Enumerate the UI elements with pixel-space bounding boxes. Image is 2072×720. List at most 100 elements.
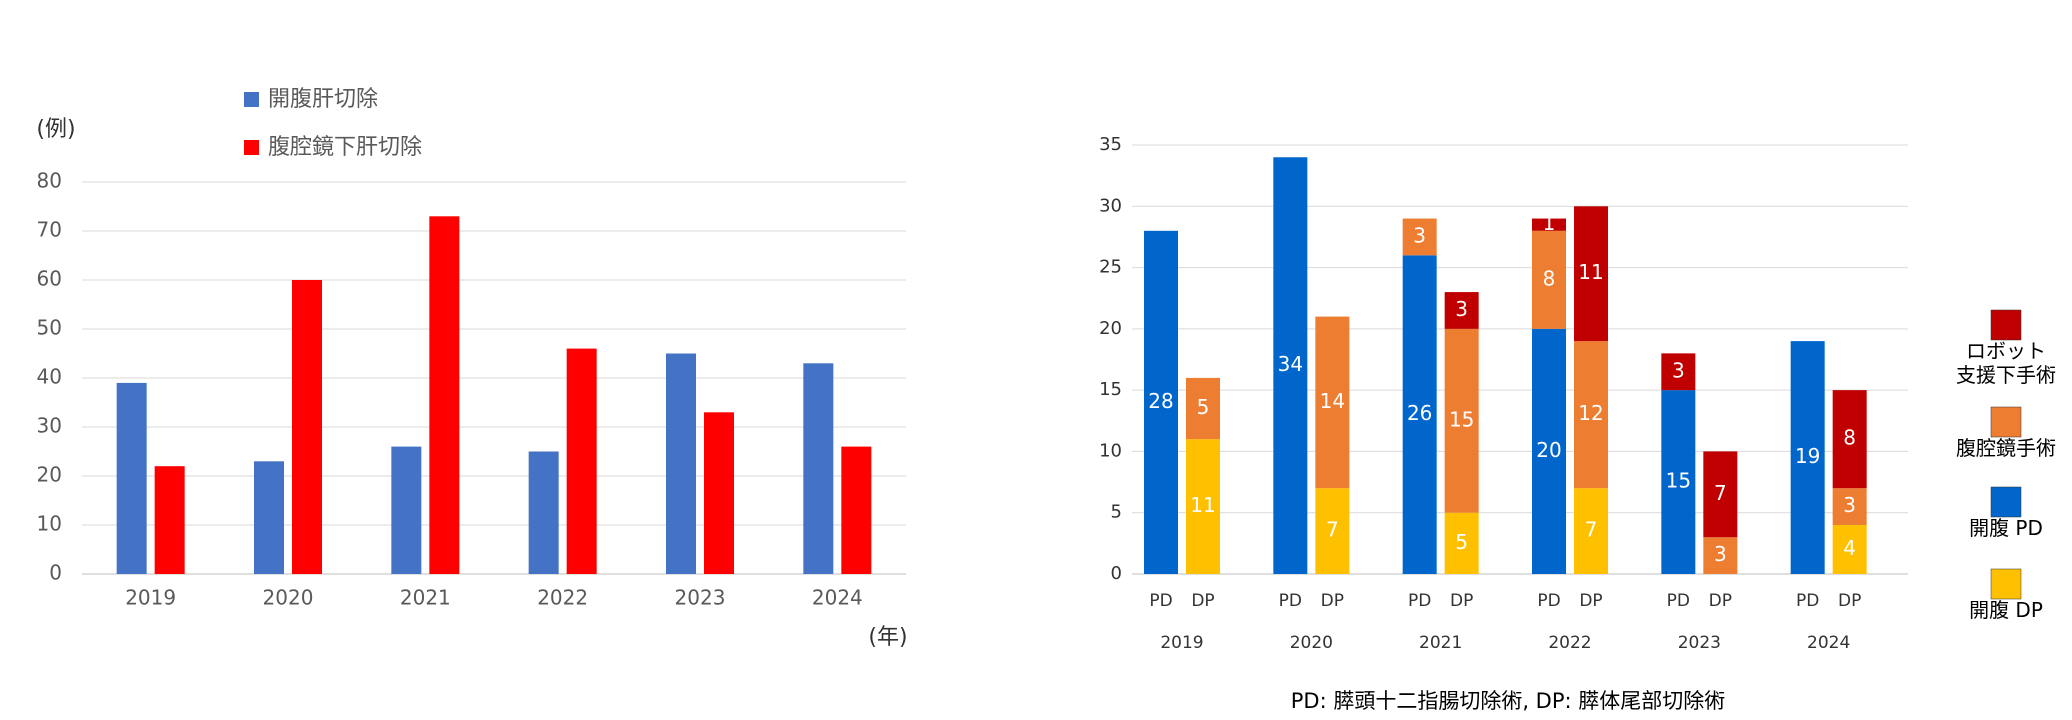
y-tick-label: 80 <box>37 169 62 193</box>
group-tick-label: 2020 <box>1290 633 1333 653</box>
bar-laparoscopic-2023 <box>704 412 734 574</box>
y-tick-label: 5 <box>1111 502 1122 523</box>
data-label: 3 <box>1455 297 1468 321</box>
bar-laparoscopic-2022 <box>566 348 597 574</box>
stack-segment-2021-PD <box>1402 255 1437 575</box>
sub-tick-label: DP <box>1450 591 1473 611</box>
data-label: 11 <box>1190 493 1215 517</box>
y-tick-label: 0 <box>49 561 62 585</box>
data-label: 19 <box>1795 444 1820 468</box>
legend-label: 開腹 PD <box>1969 516 2043 540</box>
stack-segment-2022-PD <box>1532 328 1566 574</box>
stack-segment-2024-DP <box>1832 390 1867 489</box>
sub-tick-label: PD <box>1408 591 1431 611</box>
bar-open-2021 <box>391 446 422 574</box>
bar-laparoscopic-2021 <box>429 216 460 575</box>
stack-segment-2020-DP <box>1315 488 1350 574</box>
stack-segment-2023-PD <box>1661 390 1696 574</box>
stack-segment-2021-DP <box>1444 292 1479 329</box>
group-tick-label: 2022 <box>1548 633 1591 653</box>
bar-open-2023 <box>666 353 696 574</box>
stack-segment-2022-DP <box>1574 488 1608 574</box>
data-label: 4 <box>1843 536 1856 560</box>
sub-tick-label: PD <box>1667 591 1690 611</box>
bar-laparoscopic-2024 <box>841 446 872 574</box>
sub-tick-label: PD <box>1149 591 1172 611</box>
x-tick-label: 2024 <box>812 586 863 610</box>
data-label: 12 <box>1578 401 1603 425</box>
y-tick-label: 20 <box>1099 318 1122 339</box>
y-tick-label: 30 <box>37 414 62 438</box>
data-label: 34 <box>1278 352 1303 376</box>
data-label: 14 <box>1320 389 1345 413</box>
x-tick-label: 2021 <box>400 586 451 610</box>
stack-segment-2019-DP <box>1186 439 1220 574</box>
x-tick-label: 2023 <box>675 586 726 610</box>
stack-segment-2019-DP <box>1186 377 1220 440</box>
stack-segment-2023-DP <box>1703 537 1738 574</box>
data-label: 3 <box>1843 493 1856 517</box>
sub-tick-label: DP <box>1321 591 1344 611</box>
stack-segment-2021-DP <box>1444 328 1479 513</box>
data-label: 20 <box>1536 438 1561 462</box>
sub-tick-label: PD <box>1279 591 1302 611</box>
legend-swatch <box>1990 406 2022 438</box>
y-tick-label: 60 <box>37 267 62 291</box>
stack-segment-2021-PD <box>1402 218 1437 256</box>
stack-segment-2024-DP <box>1832 488 1867 525</box>
x-axis-title: (年) <box>868 625 907 650</box>
stack-segment-2021-DP <box>1444 512 1479 574</box>
stack-segment-2020-DP <box>1315 316 1350 489</box>
footnote: PD: 膵頭十二指腸切除術, DP: 膵体尾部切除術 <box>1291 689 1726 713</box>
data-label: 3 <box>1672 358 1685 382</box>
sub-tick-label: DP <box>1191 591 1214 611</box>
pancreas-resection-chart: 0510152025303528PD115DP201934PD714DP2020… <box>1099 134 2056 713</box>
bar-open-2019 <box>116 382 147 574</box>
legend-label: 腹腔鏡下肝切除 <box>268 135 422 160</box>
stack-segment-2023-DP <box>1703 451 1738 538</box>
data-label: 1 <box>1543 211 1556 235</box>
group-tick-label: 2019 <box>1160 633 1203 653</box>
stack-segment-2022-DP <box>1574 206 1608 342</box>
legend-swatch <box>244 92 259 107</box>
y-tick-label: 35 <box>1099 134 1122 155</box>
legend-label: 腹腔鏡手術 <box>1956 436 2056 460</box>
data-label: 5 <box>1455 530 1468 554</box>
sub-tick-label: DP <box>1579 591 1602 611</box>
data-label: 11 <box>1578 260 1603 284</box>
legend-swatch <box>1990 486 2022 518</box>
sub-tick-label: DP <box>1709 591 1732 611</box>
sub-tick-label: DP <box>1838 591 1861 611</box>
y-axis-title: (例) <box>36 117 75 142</box>
data-label: 7 <box>1585 518 1598 542</box>
group-tick-label: 2023 <box>1678 633 1721 653</box>
legend-swatch <box>1990 568 2022 600</box>
x-tick-label: 2019 <box>125 586 176 610</box>
data-label: 5 <box>1197 395 1210 419</box>
x-tick-label: 2020 <box>263 586 314 610</box>
data-label: 15 <box>1449 407 1474 431</box>
sub-tick-label: PD <box>1796 591 1819 611</box>
y-tick-label: 20 <box>37 463 62 487</box>
bar-open-2020 <box>254 461 284 574</box>
data-label: 15 <box>1666 469 1691 493</box>
stack-segment-2022-PD <box>1532 230 1566 329</box>
data-label: 7 <box>1326 518 1339 542</box>
data-label: 26 <box>1407 401 1432 425</box>
stack-segment-2024-PD <box>1790 341 1825 574</box>
y-tick-label: 10 <box>1099 440 1122 461</box>
group-tick-label: 2024 <box>1807 633 1850 653</box>
stack-segment-2020-PD <box>1273 157 1308 574</box>
data-label: 8 <box>1543 266 1556 290</box>
x-tick-label: 2022 <box>537 586 588 610</box>
y-tick-label: 30 <box>1099 195 1122 216</box>
stack-segment-2022-PD <box>1532 218 1566 231</box>
stack-segment-2024-DP <box>1832 524 1867 574</box>
data-label: 7 <box>1714 481 1727 505</box>
data-label: 28 <box>1148 389 1173 413</box>
group-tick-label: 2021 <box>1419 633 1462 653</box>
y-tick-label: 40 <box>37 365 62 389</box>
bar-laparoscopic-2019 <box>154 466 185 574</box>
y-tick-label: 50 <box>37 316 62 340</box>
